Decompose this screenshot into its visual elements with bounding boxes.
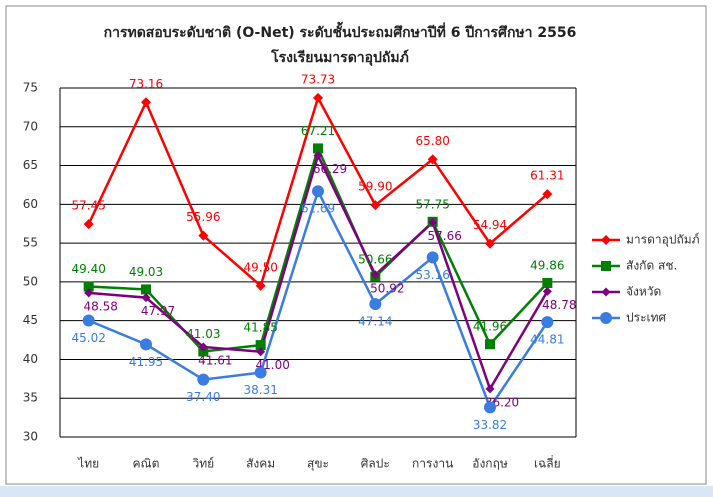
data-label: 49.50 [243,260,277,274]
x-tick-label: สุขะ [307,457,329,472]
marker [197,373,210,386]
y-tick-label: 55 [23,236,38,250]
marker [428,217,438,227]
data-label: 57.66 [427,229,461,243]
marker [484,401,496,414]
marker [370,270,380,280]
x-tick-label: ไทย [77,457,99,471]
legend-label: ประเทศ [626,311,667,325]
y-tick-label: 75 [23,81,38,95]
y-tick-label: 70 [23,119,38,133]
chart-border [5,5,707,485]
data-label: 55.96 [186,210,220,224]
data-label: 50.66 [358,252,392,266]
y-tick-label: 60 [23,197,38,211]
data-label: 33.82 [473,418,507,432]
data-label: 48.78 [542,298,576,312]
data-label: 50.92 [370,281,404,295]
marker [83,219,94,230]
marker [254,366,267,379]
marker [198,230,209,241]
marker [542,286,552,296]
data-label: 41.03 [186,327,220,341]
x-tick-label: อังกฤษ [472,457,508,471]
data-label: 53.16 [415,268,449,282]
data-label: 49.86 [530,258,564,272]
marker [83,281,94,292]
marker [370,200,381,211]
legend-label: จังหวัด [626,285,661,299]
x-tick-label: การงาน [412,457,453,471]
data-label: 73.73 [301,72,335,86]
x-tick-label: สังคม [246,457,275,471]
data-label: 41.96 [473,320,507,334]
legend-label: มารดาอุปถัมภ์ [626,233,700,248]
marker [601,261,611,271]
y-tick-label: 45 [23,313,38,327]
y-tick-label: 50 [23,274,38,288]
x-tick-label: ศิลปะ [361,457,390,471]
data-label: 41.95 [129,355,163,369]
marker [600,312,612,324]
marker [601,287,611,297]
data-label: 44.81 [530,333,564,347]
x-tick-label: คณิต [133,457,160,471]
chart-subtitle: โรงเรียนมารดาอุปถัมภ์ [270,48,409,66]
marker [84,288,94,298]
marker [313,143,323,154]
marker [140,338,152,351]
marker [255,340,266,351]
marker [313,151,323,161]
data-label: 67.21 [301,124,335,138]
data-label: 41.85 [243,321,277,335]
data-label: 59.90 [358,180,392,194]
y-tick-label: 30 [23,430,38,444]
marker [485,339,495,350]
x-tick-label: เฉลี่ย [534,455,561,471]
data-label: 61.31 [530,169,564,183]
marker [141,293,151,303]
marker [255,280,266,291]
y-tick-label: 40 [23,352,38,366]
data-label: 45.02 [71,331,105,345]
data-label: 66.29 [313,162,347,176]
data-label: 47.14 [358,315,392,329]
data-label: 57.75 [415,197,449,211]
data-label: 61.69 [301,202,335,216]
data-label: 73.16 [129,77,163,91]
bottom-strip [0,486,713,497]
marker [601,235,611,245]
marker [312,185,324,198]
marker [256,347,266,357]
marker [485,238,495,249]
marker [541,316,554,329]
marker [485,384,495,394]
marker [542,277,553,288]
data-label: 48.58 [83,299,117,313]
data-label: 47.97 [141,304,175,318]
marker [427,154,438,165]
marker [198,342,208,352]
legend-label: สังกัด สช. [626,259,677,273]
data-label: 41.61 [198,353,232,367]
data-label: 49.03 [129,265,163,279]
marker [426,251,439,264]
data-label: 49.40 [71,262,105,276]
x-tick-label: วิทย์ [192,457,214,471]
y-tick-label: 65 [23,158,38,172]
marker [542,189,553,200]
marker [141,97,151,108]
marker [313,92,323,103]
chart-title: การทดสอบระดับชาติ (O-Net) ระดับชั้นประถม… [104,21,577,41]
data-label: 54.94 [473,218,507,232]
y-tick-label: 35 [23,391,38,405]
marker [141,284,151,295]
data-label: 37.40 [186,390,220,404]
data-label: 57.45 [71,199,105,213]
data-label: 38.31 [243,383,277,397]
marker [82,314,95,327]
data-label: 65.80 [415,134,449,148]
marker [369,298,382,311]
